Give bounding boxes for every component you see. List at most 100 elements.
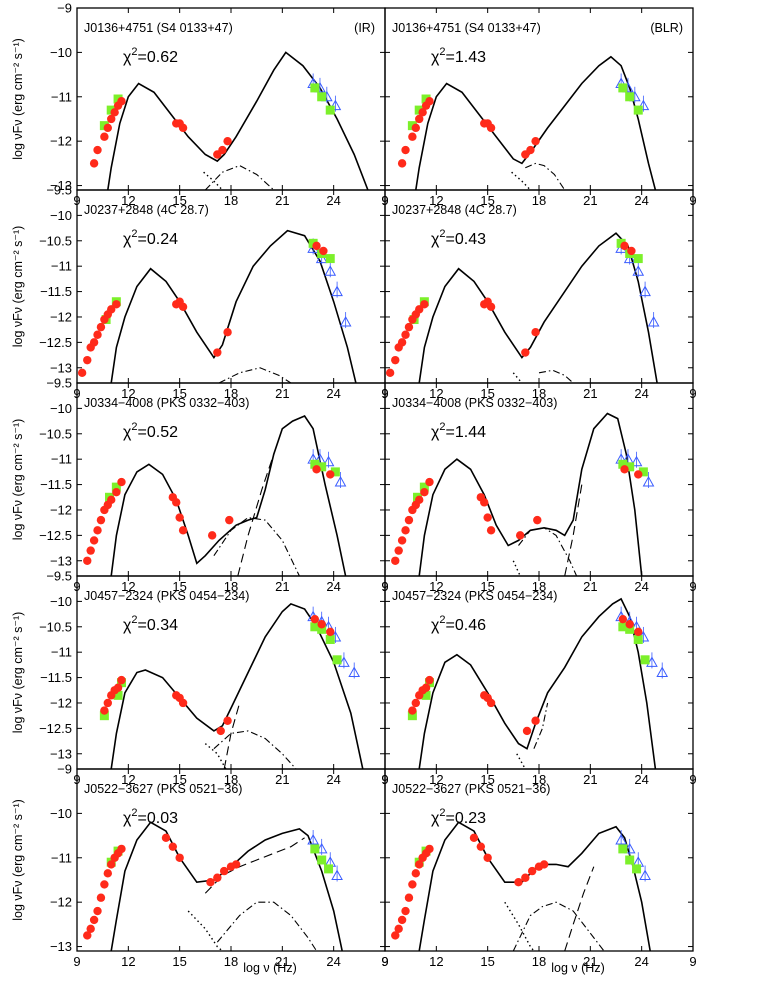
xray-point (310, 844, 320, 854)
optical-point (397, 338, 407, 347)
optical-point (326, 470, 335, 479)
ssc-component-curve (187, 910, 223, 951)
optical-point (514, 877, 523, 887)
x-tick-label: 12 (429, 386, 443, 401)
source-name: J0457−2324 (PKS 0454−234) (84, 589, 249, 603)
optical-point (418, 108, 427, 117)
fermi-point (329, 99, 342, 111)
optical-point (89, 159, 99, 168)
ec-component-curve (538, 369, 574, 383)
ec-component-curve (518, 527, 578, 576)
ec-component-curve (218, 367, 292, 383)
optical-point (420, 300, 429, 309)
xray-point (317, 92, 327, 102)
y-tick-label: −11.5 (40, 477, 72, 492)
fermi-point (623, 252, 636, 264)
ssc-component-curve (203, 171, 223, 190)
y-tick-label: −12.5 (39, 721, 72, 736)
source-name: J0136+4751 (S4 0133+47) (84, 21, 233, 35)
x-tick-label: 9 (73, 954, 80, 969)
x-tick-label: 21 (583, 386, 597, 401)
sed-panel: 9 12 15 18 21 24 9−13−12.5−12−11.5−11−10.5−10−… (11, 569, 389, 788)
y-axis-label: log νFν (erg cm⁻² s⁻¹) (11, 226, 25, 348)
xray-point (632, 864, 642, 874)
optical-point (213, 873, 222, 882)
fermi-point (334, 476, 347, 487)
y-tick-label: −12 (50, 695, 72, 710)
xray-point (419, 482, 429, 492)
optical-point (408, 132, 417, 141)
x-tick-label: 24 (326, 386, 340, 401)
xray-point (325, 105, 335, 115)
optical-point (112, 487, 121, 497)
xray-point (113, 690, 123, 700)
optical-point (117, 477, 126, 487)
y-tick-label: −9 (57, 762, 72, 777)
fermi-point (637, 99, 650, 111)
sed-panel: 9 12 15 18 21 24 9 J0522−3627 (PKS 0521−36) χ2=0… (381, 768, 697, 969)
xray-point (633, 254, 643, 264)
optical-point (96, 322, 106, 332)
plot-area (83, 821, 343, 951)
y-tick-label: −13 (50, 939, 72, 954)
panel-frame (76, 768, 386, 952)
y-tick-label: −11.5 (40, 284, 72, 299)
y-tick-label: −12 (50, 309, 72, 324)
x-tick-label: 21 (583, 579, 597, 594)
optical-point (397, 915, 407, 925)
x-tick-label: 18 (224, 386, 238, 401)
ec-component-curve (216, 901, 318, 951)
optical-point (527, 866, 537, 876)
source-name: J0237+2848 (4C 28.7) (84, 203, 209, 217)
fermi-point (615, 833, 627, 845)
x-axis-label-left: log ν (Hz) (243, 961, 296, 975)
fermi-point (331, 869, 343, 881)
x-tick-label: 24 (326, 772, 340, 787)
optical-point (96, 893, 106, 902)
x-tick-label: 18 (532, 579, 546, 594)
x-tick-label: 24 (326, 193, 340, 208)
y-tick-label: −10 (50, 208, 72, 223)
optical-point (404, 322, 414, 332)
total-model-curve (110, 821, 343, 951)
external-compton-curve (237, 453, 275, 576)
external-compton-curve (223, 702, 241, 769)
xray-point (625, 624, 635, 634)
optical-point (634, 470, 643, 479)
optical-point (310, 614, 320, 624)
optical-point (531, 328, 540, 337)
x-tick-label: 21 (583, 954, 597, 969)
optical-point (476, 842, 486, 851)
optical-point (531, 136, 540, 146)
xray-point (310, 459, 320, 469)
x-tick-label: 12 (121, 579, 135, 594)
optical-point (178, 123, 188, 133)
optical-point (408, 706, 417, 715)
model-tag: (IR) (354, 21, 375, 35)
x-tick-label: 12 (429, 579, 443, 594)
xray-point (324, 864, 334, 874)
chi-square-value: χ2=0.52 (123, 421, 178, 441)
optical-point (83, 355, 92, 365)
y-tick-label: −10 (50, 45, 72, 60)
plot-area (77, 229, 357, 383)
panel-frame (76, 575, 386, 770)
fermi-point (324, 265, 337, 276)
plot-area (407, 597, 669, 769)
total-model-curve (418, 412, 643, 576)
x-tick-label: 15 (172, 772, 186, 787)
optical-point (486, 302, 496, 312)
optical-point (86, 546, 95, 555)
optical-point (107, 495, 116, 505)
xray-point (332, 655, 342, 665)
xray-point (325, 634, 335, 644)
optical-point (223, 716, 232, 725)
optical-point (469, 833, 479, 843)
plot-area (391, 412, 655, 576)
optical-point (486, 698, 496, 708)
optical-point (93, 330, 102, 339)
chi-square-value: χ2=0.03 (123, 807, 178, 827)
y-tick-label: −12.5 (39, 528, 72, 543)
